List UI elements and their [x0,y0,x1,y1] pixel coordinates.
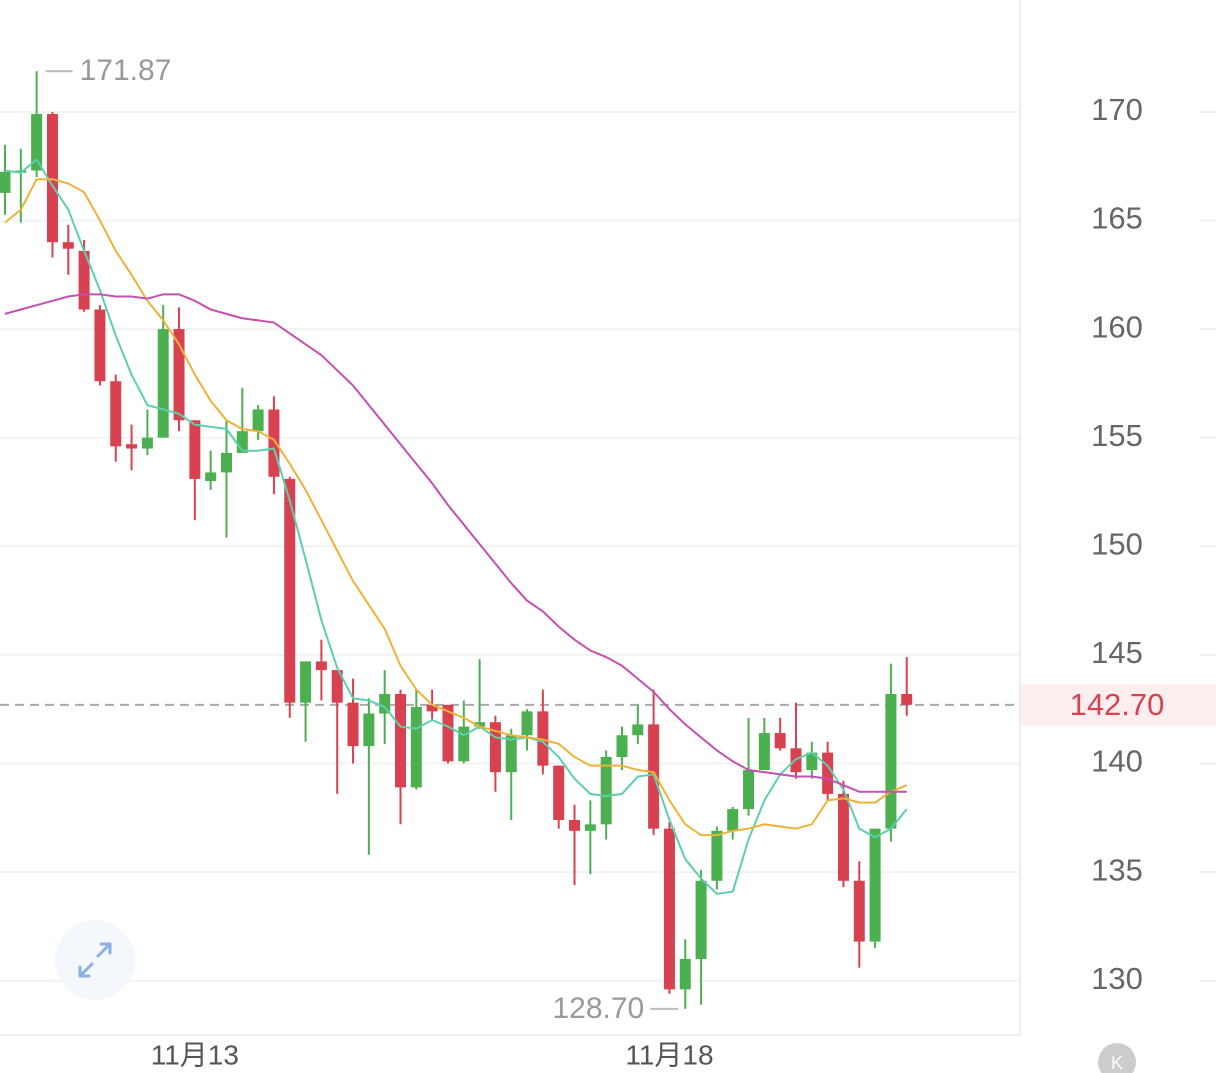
candle-body [727,809,739,831]
candle-body [569,819,581,831]
candle-body [252,409,264,432]
candle-body [537,711,549,766]
candle-body [521,711,533,736]
candle-body [157,329,169,438]
y-tick-label: 170 [1091,92,1143,127]
candle-body [774,733,786,749]
candle-body [901,693,913,705]
k-button[interactable]: K [1098,1043,1136,1073]
candle-body [885,693,897,829]
candle-body [600,756,612,825]
candle-body [300,661,312,703]
candle-body [141,437,153,449]
candle-body [837,793,849,881]
candle-body [31,114,43,171]
candle-body [126,444,138,449]
candle-body [236,431,248,453]
candle-body [616,735,628,757]
candle-body [853,880,865,942]
y-tick-label: 130 [1091,961,1143,996]
candle-body [679,958,691,990]
candle-body [331,670,343,703]
x-tick-label: 11月13 [151,1039,239,1070]
y-tick-label: 150 [1091,526,1143,561]
expand-button[interactable] [55,920,135,1000]
y-tick-label: 160 [1091,309,1143,344]
candle-body [62,242,74,249]
ma-line [4,293,907,793]
ma-line [4,178,908,837]
y-tick-label: 135 [1091,852,1143,887]
candle-body [584,824,596,831]
candle-body [489,722,501,773]
max-label: 171.87 [80,54,172,87]
min-label: 128.70 [552,992,644,1025]
candle-body [268,409,280,477]
candle-body [695,880,707,959]
candle-body [505,735,517,773]
expand-icon [78,942,112,978]
candle-body [347,702,359,747]
candle-body [284,478,296,703]
y-tick-label: 140 [1091,744,1143,779]
current-price-label: 142.70 [1070,687,1165,722]
candle-body [632,724,644,736]
y-tick-label: 145 [1091,635,1143,670]
candle-body [110,381,122,447]
ma-line [4,158,908,895]
candle-body [46,114,58,243]
expand-bg [55,920,135,1000]
candle-body [711,830,723,881]
candle-body [379,693,391,714]
candle-body [474,722,486,727]
x-tick-label: 11月18 [625,1039,713,1070]
k-icon: K [1111,1053,1123,1073]
k-bg [1098,1043,1136,1073]
candle-body [78,250,90,310]
candle-body [663,828,675,990]
y-tick-label: 165 [1091,201,1143,236]
candle-body [395,693,406,788]
candle-body [315,661,327,671]
candle-body [426,704,438,712]
candle-body [220,452,232,473]
candle-body [458,726,470,762]
candle-body [189,420,201,479]
candle-body [869,828,881,942]
y-tick-label: 155 [1091,418,1143,453]
current-price-box [1021,683,1216,726]
candle-body [0,171,11,193]
candle-body [442,704,454,762]
candle-body [822,752,834,794]
candle-body [363,713,375,747]
candle-body [205,472,217,482]
candle-body [410,707,422,788]
candle-body [758,733,770,771]
candle-body [743,770,755,810]
candle-body [94,309,106,382]
candle-body [806,752,818,771]
candle-body [173,329,185,421]
candle-body [553,765,565,820]
